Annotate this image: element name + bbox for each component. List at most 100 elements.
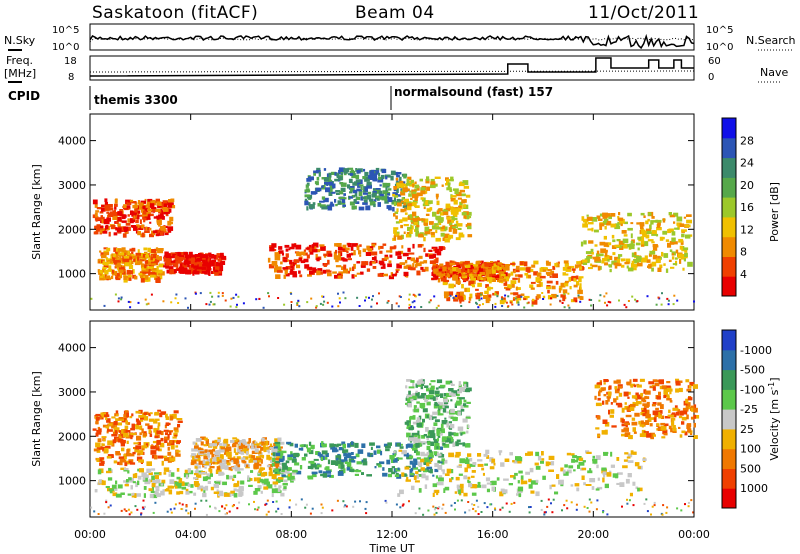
cell-velocity-4-85 [401, 472, 405, 477]
cell-velocity-3-163 [346, 462, 352, 467]
cell-velocity-5-118 [430, 385, 435, 390]
cell-velocity-1-239 [94, 489, 98, 493]
cell-velocity-ground-97 [546, 505, 549, 508]
cell-velocity-3-259 [343, 468, 346, 474]
cell-velocity-5-172 [406, 379, 412, 382]
cell-velocity-1-219 [115, 480, 118, 485]
cell-power-8-231 [451, 219, 454, 223]
cell-power-7-245 [321, 185, 324, 188]
cell-velocity-0-259 [117, 438, 124, 443]
cell-power-8-10 [400, 208, 405, 213]
cell-velocity-4-143 [622, 465, 628, 469]
cell-power-5-238 [504, 286, 509, 289]
cell-velocity-5-12 [446, 411, 450, 414]
cell-velocity-6-93 [660, 415, 665, 419]
cell-power-7-137 [386, 184, 390, 188]
cell-power-3-184 [284, 244, 290, 248]
cell-power-ground-94 [667, 299, 670, 302]
cell-velocity-0-147 [125, 420, 128, 425]
cell-power-1-129 [134, 257, 138, 263]
cell-power-3-188 [435, 257, 439, 262]
cell-velocity-ground-184 [209, 505, 211, 508]
cell-power-8-186 [442, 225, 446, 229]
cell-velocity-1-103 [218, 471, 222, 476]
cell-velocity-6-70 [681, 416, 687, 421]
cell-velocity-6-256 [663, 390, 668, 395]
cell-power-0-183 [169, 205, 176, 209]
cell-velocity-5-234 [425, 427, 429, 432]
cell-velocity-ground-119 [144, 505, 146, 508]
cell-velocity-0-230 [154, 435, 159, 439]
cell-power-7-208 [360, 186, 363, 191]
cell-velocity-4-205 [416, 457, 421, 460]
cell-velocity-2-101 [235, 464, 241, 468]
cell-velocity-ground-174 [320, 503, 323, 506]
nsky-trace [89, 33, 695, 50]
cell-velocity-4-243 [572, 455, 578, 459]
cell-velocity-4-113 [469, 457, 473, 462]
cell-power-ground-135 [174, 297, 177, 300]
cell-velocity-5-242 [405, 402, 408, 405]
cell-velocity-4-65 [484, 463, 488, 466]
cell-velocity-4-92 [634, 462, 640, 467]
cell-velocity-2-122 [235, 452, 239, 456]
cell-power-3-110 [415, 262, 422, 267]
cell-power-8-151 [448, 227, 452, 232]
cell-velocity-6-51 [666, 381, 671, 384]
cell-power-6-104 [607, 255, 613, 260]
cell-velocity-2-173 [246, 451, 249, 456]
cell-velocity-6-47 [625, 424, 628, 428]
cell-velocity-1-64 [105, 486, 110, 489]
cell-power-2-233 [219, 267, 224, 272]
cell-velocity-2-200 [273, 462, 280, 467]
cell-power-8-255 [393, 235, 397, 241]
cell-power-7-0 [364, 171, 369, 177]
cell-power-8-184 [466, 214, 470, 220]
cell-power-ground-100 [526, 302, 529, 305]
cell-power-2-214 [176, 264, 179, 269]
cell-velocity-5-224 [407, 403, 412, 408]
cell-power-7-160 [320, 204, 326, 207]
cell-power-6-21 [677, 225, 680, 230]
cell-power-6-184 [596, 253, 599, 258]
cell-power-ground-44 [306, 301, 309, 304]
cell-velocity-4-231 [601, 467, 607, 471]
cell-power-0-235 [150, 203, 155, 208]
power-colorbar-swatch-8 [722, 118, 736, 139]
cell-velocity-3-209 [275, 452, 281, 457]
nave-label: Nave [760, 66, 788, 79]
cell-power-2-124 [163, 265, 166, 268]
cell-velocity-0-138 [136, 456, 143, 461]
cell-velocity-6-163 [601, 430, 608, 435]
cell-power-ground-98 [147, 302, 150, 305]
cell-velocity-6-103 [598, 389, 603, 393]
cell-power-ground-1 [531, 304, 534, 307]
cell-power-3-228 [431, 272, 435, 276]
cell-power-5-208 [457, 281, 460, 285]
cell-power-ground-84 [337, 305, 340, 308]
cell-power-6-249 [598, 218, 603, 221]
cell-velocity-6-97 [690, 416, 695, 420]
cell-velocity-2-168 [251, 460, 258, 463]
cell-power-0-225 [117, 217, 122, 222]
cell-velocity-0-253 [140, 419, 144, 422]
cell-velocity-1-182 [218, 492, 224, 497]
cell-power-3-73 [347, 258, 352, 261]
cell-power-0-33 [147, 205, 151, 210]
cell-power-ground-58 [412, 293, 415, 296]
cell-power-ground-142 [598, 299, 601, 302]
cell-velocity-1-129 [101, 480, 106, 486]
cell-velocity-1-124 [283, 469, 290, 474]
cell-power-8-242 [467, 225, 472, 230]
cell-power-7-246 [362, 196, 366, 199]
cell-velocity-5-173 [446, 392, 452, 397]
cell-velocity-3-194 [350, 456, 357, 459]
cell-velocity-1-26 [190, 484, 194, 488]
cell-power-3-60 [371, 257, 376, 260]
cell-velocity-ground-53 [309, 512, 312, 515]
cell-velocity-4-180 [436, 453, 442, 457]
cell-power-5-181 [458, 268, 461, 274]
cell-velocity-6-0 [645, 413, 651, 419]
cell-velocity-4-2 [464, 467, 468, 473]
